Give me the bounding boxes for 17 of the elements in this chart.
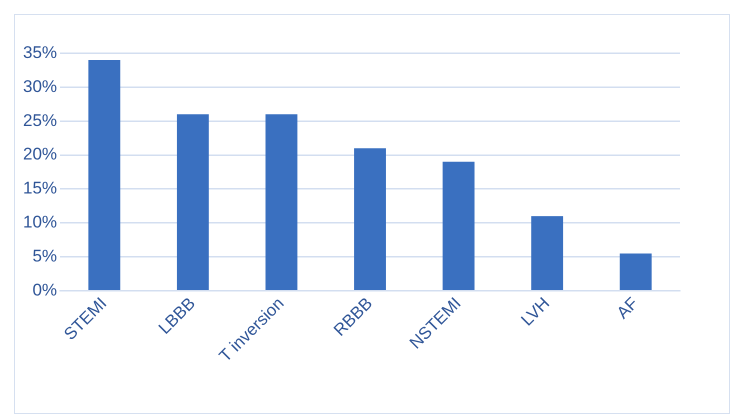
bar [176,114,209,290]
y-tick-label: 35% [22,42,58,62]
y-tick-label: 25% [22,110,58,130]
bar [88,60,120,290]
y-tick-label: 10% [22,212,58,232]
x-tick-label: AF [613,294,642,323]
bar [620,253,652,290]
x-tick-label: LVH [517,294,554,330]
y-tick-label: 20% [22,144,58,164]
bar [354,148,386,290]
y-tick-label: 30% [22,76,58,96]
y-tick-label: 5% [32,246,58,266]
bar [266,114,298,290]
bar [442,162,475,290]
y-tick-label: 15% [22,178,58,198]
bar [531,216,564,290]
y-tick-label: 0% [32,280,58,300]
